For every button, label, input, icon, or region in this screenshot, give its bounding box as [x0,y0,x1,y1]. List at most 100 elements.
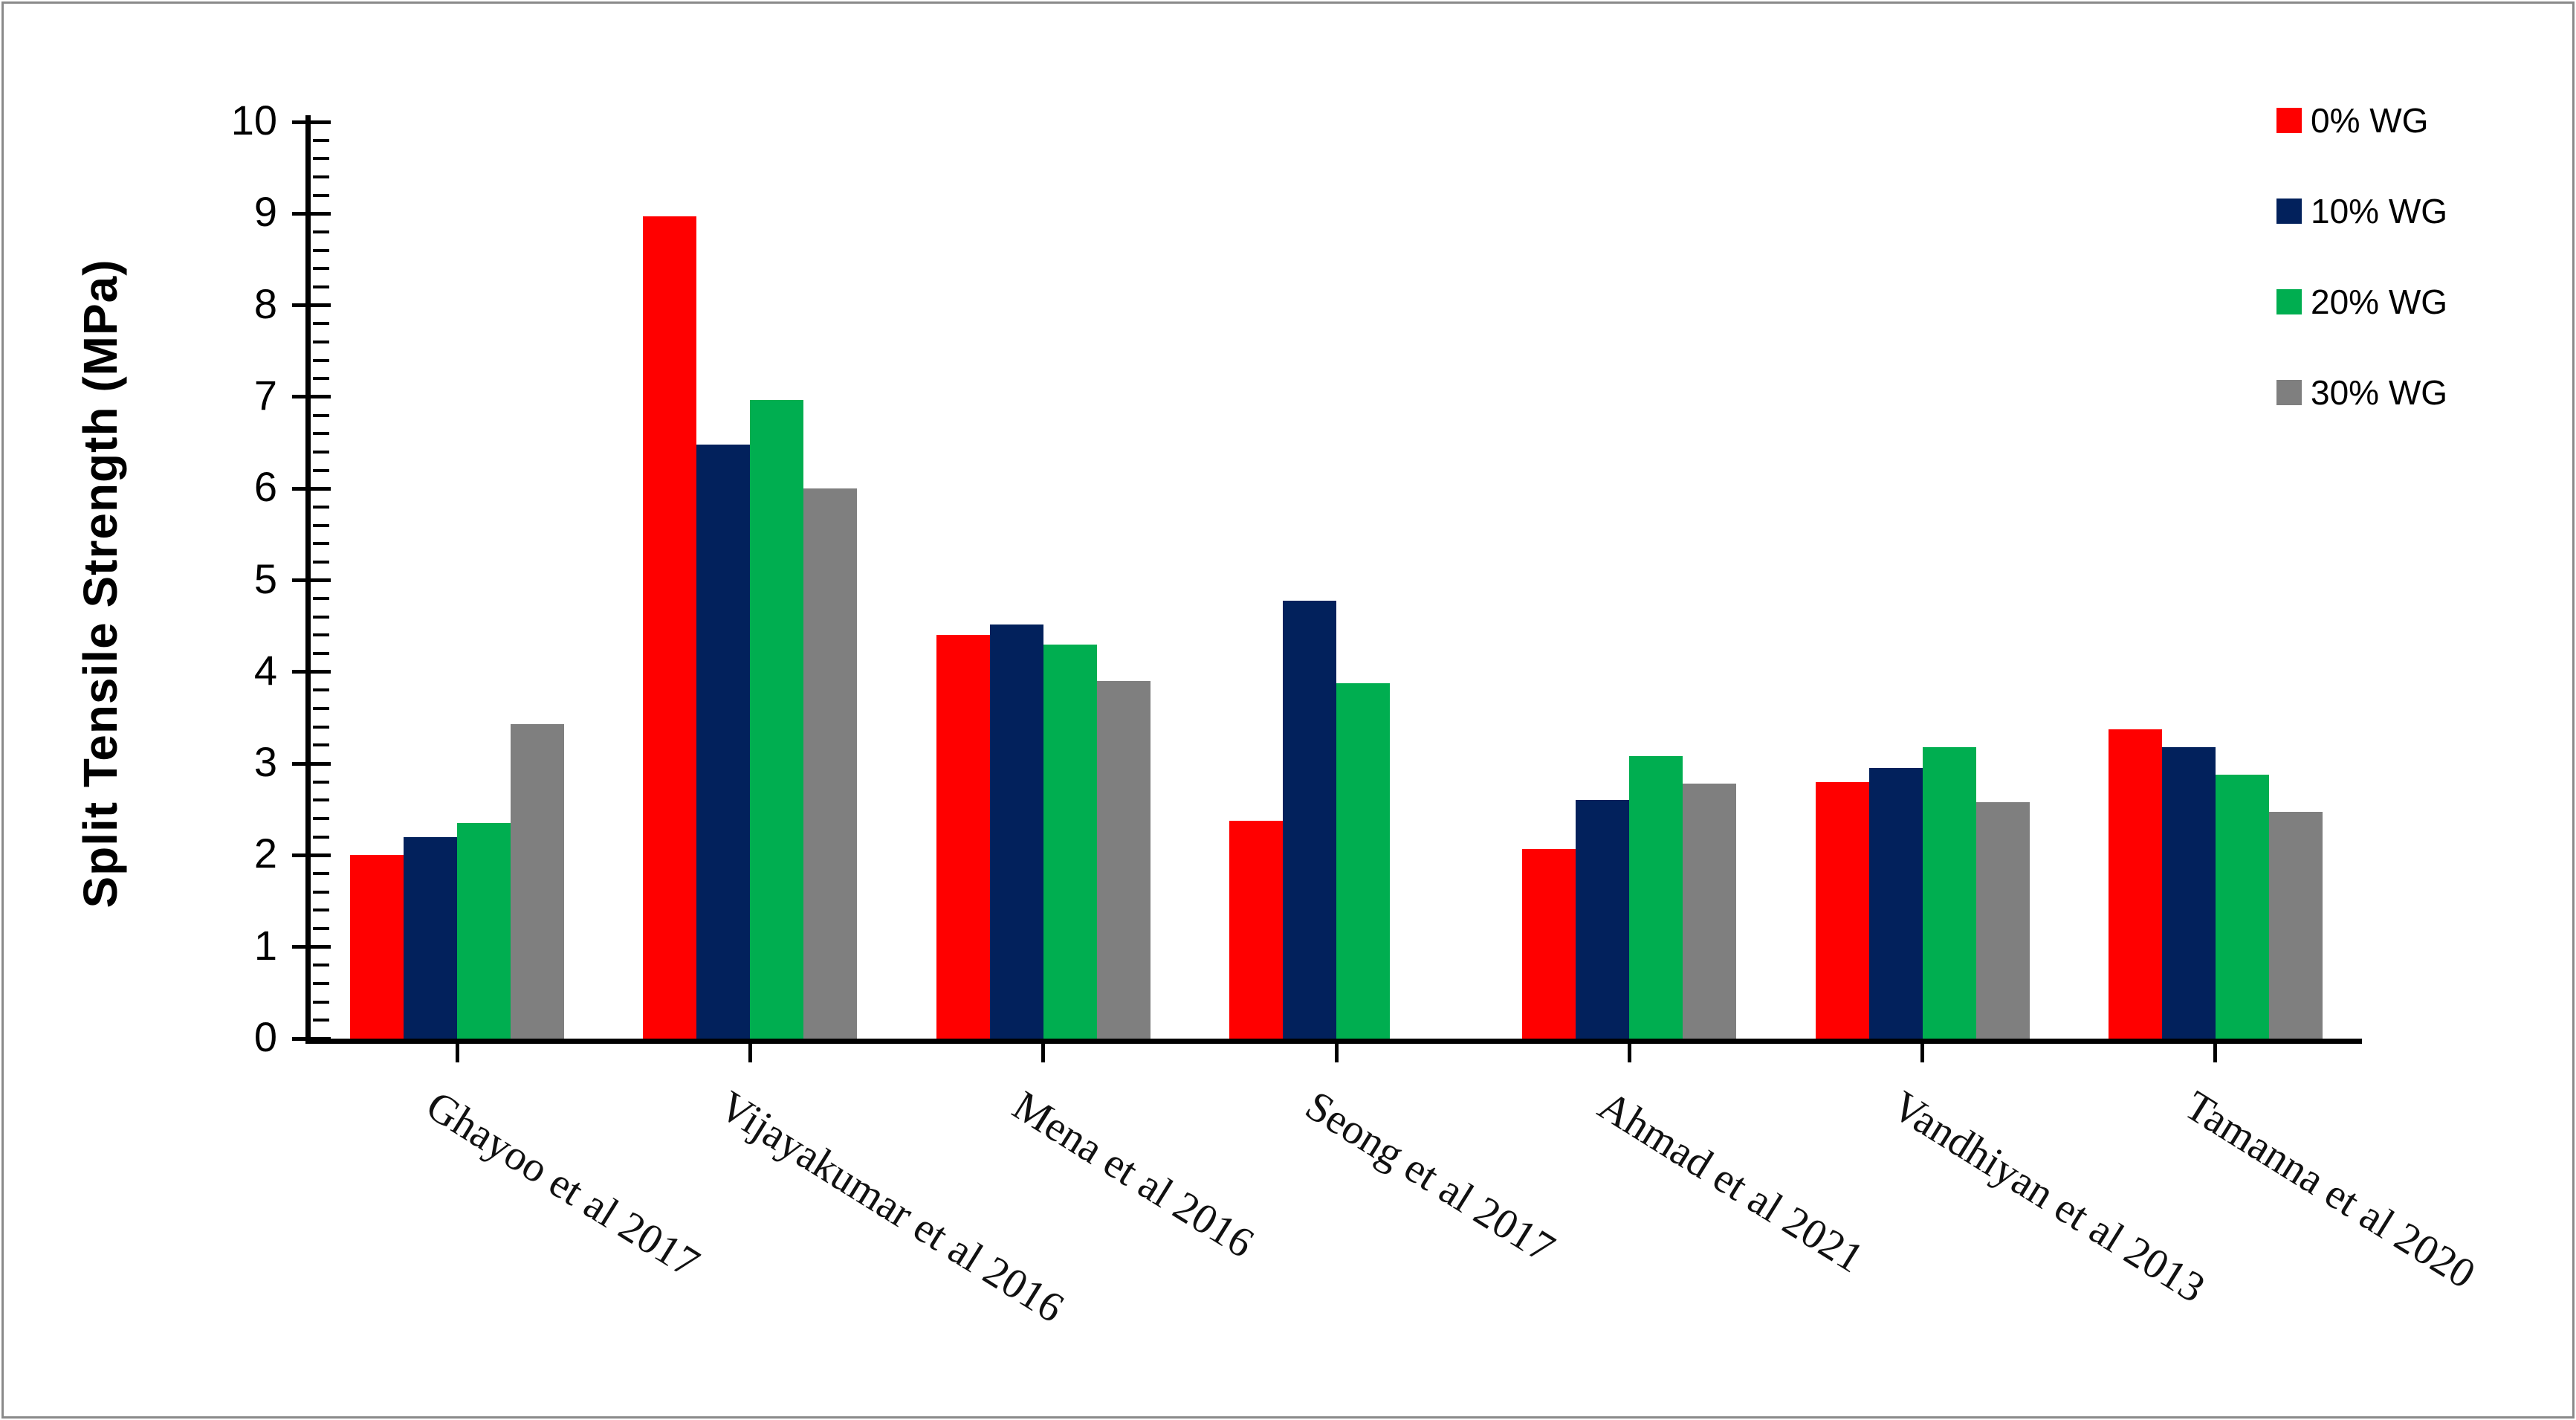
y-minor-tick [313,248,329,252]
y-minor-tick [313,835,329,839]
y-minor-tick [313,1019,329,1022]
bar [803,488,858,1039]
x-category-label: Ahmad et al 2021 [1590,1082,1872,1282]
legend-item: 30% WG [2276,363,2447,422]
y-minor-tick [313,964,329,967]
y-major-tick [292,486,331,491]
y-minor-tick [313,560,329,564]
bar [1922,746,1976,1039]
y-minor-tick [313,193,329,197]
bar [1576,800,1630,1039]
bar [511,724,565,1039]
bar [936,635,990,1039]
y-major-tick [292,211,331,216]
x-category-tick [748,1044,752,1062]
y-minor-tick [313,468,329,472]
y-minor-tick [313,743,329,747]
legend-swatch-icon [2276,108,2302,133]
bar [643,216,697,1039]
y-tick-label: 2 [253,830,277,877]
bar [1043,644,1097,1039]
y-minor-tick [313,780,329,784]
y-minor-tick [313,725,329,729]
bar [350,855,404,1039]
x-category-tick [2213,1044,2218,1062]
y-tick-label: 8 [253,280,277,327]
bar [2108,729,2162,1039]
legend-swatch-icon [2276,289,2302,314]
legend-label: 10% WG [2311,192,2448,230]
y-major-tick [292,853,331,857]
bar [1683,784,1737,1039]
bar [2268,812,2323,1039]
bar [1229,820,1284,1039]
y-minor-tick [313,652,329,656]
y-tick-label: 0 [253,1013,277,1060]
y-tick-label: 10 [230,97,277,143]
y-minor-tick [313,633,329,637]
y-tick-label: 7 [253,371,277,419]
y-tick-label: 9 [253,188,277,236]
x-category-label: Seong et al 2017 [1297,1082,1563,1272]
y-minor-tick [313,285,329,288]
x-category-tick [1920,1044,1925,1062]
legend-label: 30% WG [2311,373,2448,412]
y-tick-label: 5 [253,555,277,602]
bar [1336,682,1391,1039]
bar [2215,774,2269,1039]
bar [1629,756,1683,1039]
y-minor-tick [313,523,329,527]
x-category-label: Ghayoo et al 2017 [418,1082,708,1288]
y-tick-label: 1 [253,921,277,969]
y-minor-tick [313,340,329,343]
bar [2161,746,2216,1039]
y-major-tick [292,670,331,674]
y-minor-tick [313,432,329,436]
x-category-tick [455,1044,459,1062]
y-tick-label: 6 [253,463,277,511]
y-minor-tick [313,615,329,619]
y-minor-tick [313,817,329,821]
y-major-tick [292,945,331,949]
x-category-tick [1334,1044,1339,1062]
bar [404,836,458,1039]
legend-swatch-icon [2276,199,2302,224]
y-minor-tick [313,707,329,711]
bar [989,624,1043,1039]
x-category-label: Mena et al 2016 [1004,1082,1262,1268]
x-category-tick [1041,1044,1046,1062]
y-minor-tick [313,138,329,142]
bar [1283,600,1337,1039]
y-major-tick [292,303,331,308]
legend-swatch-icon [2276,380,2302,405]
y-tick-label: 3 [253,738,277,786]
bar [696,445,751,1039]
bar [457,823,511,1039]
x-category-tick [1627,1044,1631,1062]
y-minor-tick [313,798,329,802]
y-minor-tick [313,890,329,894]
x-category-label: Tamanna et al 2020 [2176,1082,2484,1298]
legend-item: 0% WG [2276,91,2428,150]
bar [1522,848,1576,1039]
y-minor-tick [313,1000,329,1004]
y-minor-tick [313,872,329,876]
legend-label: 20% WG [2311,283,2448,321]
y-major-tick [292,578,331,582]
y-minor-tick [313,267,329,271]
y-axis-line [305,115,311,1044]
y-major-tick [292,395,331,399]
bar [1868,768,1923,1039]
bar [1975,801,2030,1039]
plot-area: Split Tensile Strength (MPa) 0 1 2 3 4 5 6 7 8 9 1… [4,4,2572,1416]
legend-item: 20% WG [2276,272,2447,332]
legend-label: 0% WG [2311,101,2429,140]
y-tick-label: 4 [253,646,277,694]
y-minor-tick [313,450,329,454]
x-category-label: Vandhiyan et al 2013 [1883,1082,2213,1312]
bar [750,399,804,1039]
y-minor-tick [313,597,329,601]
y-minor-tick [313,230,329,233]
y-minor-tick [313,909,329,912]
